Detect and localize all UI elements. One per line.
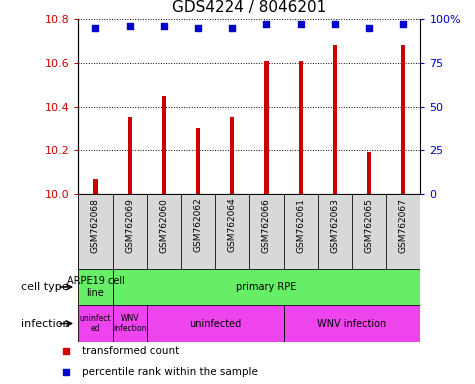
Text: WNV
infection: WNV infection [113, 314, 146, 333]
Text: GSM762061: GSM762061 [296, 198, 305, 253]
Point [160, 23, 168, 29]
Point [263, 22, 270, 28]
Bar [113, 305, 147, 342]
Text: GSM762063: GSM762063 [331, 198, 339, 253]
Bar [147, 194, 181, 269]
Text: uninfected: uninfected [189, 318, 241, 329]
Bar [284, 305, 420, 342]
Text: GSM762069: GSM762069 [125, 198, 134, 253]
Bar [401, 45, 405, 194]
Bar [181, 194, 215, 269]
Text: ARPE19 cell
line: ARPE19 cell line [66, 276, 124, 298]
Bar [318, 194, 352, 269]
Bar [299, 61, 303, 194]
Text: WNV infection: WNV infection [317, 318, 387, 329]
Text: infection: infection [21, 318, 70, 329]
Point [297, 22, 304, 28]
Bar [78, 305, 113, 342]
Bar [94, 179, 97, 194]
Point [194, 25, 202, 31]
Text: GSM762065: GSM762065 [365, 198, 373, 253]
Bar [78, 194, 113, 269]
Bar [215, 194, 249, 269]
Bar [196, 128, 200, 194]
Point [365, 25, 373, 31]
Text: GSM762062: GSM762062 [194, 198, 202, 252]
Bar [284, 194, 318, 269]
Point [228, 25, 236, 31]
Text: GSM762068: GSM762068 [91, 198, 100, 253]
Text: GSM762060: GSM762060 [160, 198, 168, 253]
Bar [386, 194, 420, 269]
Bar [249, 194, 284, 269]
Text: GSM762066: GSM762066 [262, 198, 271, 253]
Bar [147, 305, 284, 342]
Bar [78, 269, 113, 305]
Bar [352, 194, 386, 269]
Bar [162, 96, 166, 194]
Bar [333, 45, 337, 194]
Text: cell type: cell type [21, 282, 69, 292]
Text: uninfect
ed: uninfect ed [80, 314, 111, 333]
Text: GSM762064: GSM762064 [228, 198, 237, 252]
Bar [128, 118, 132, 194]
Text: percentile rank within the sample: percentile rank within the sample [82, 367, 258, 377]
Point [331, 22, 339, 28]
Bar [367, 152, 371, 194]
Point [92, 25, 99, 31]
Point [126, 23, 133, 29]
Point [399, 22, 407, 28]
Text: transformed count: transformed count [82, 346, 179, 356]
Title: GDS4224 / 8046201: GDS4224 / 8046201 [172, 0, 326, 15]
Bar [265, 61, 268, 194]
Text: primary RPE: primary RPE [236, 282, 297, 292]
Bar [113, 194, 147, 269]
Text: GSM762067: GSM762067 [399, 198, 408, 253]
Bar [230, 118, 234, 194]
